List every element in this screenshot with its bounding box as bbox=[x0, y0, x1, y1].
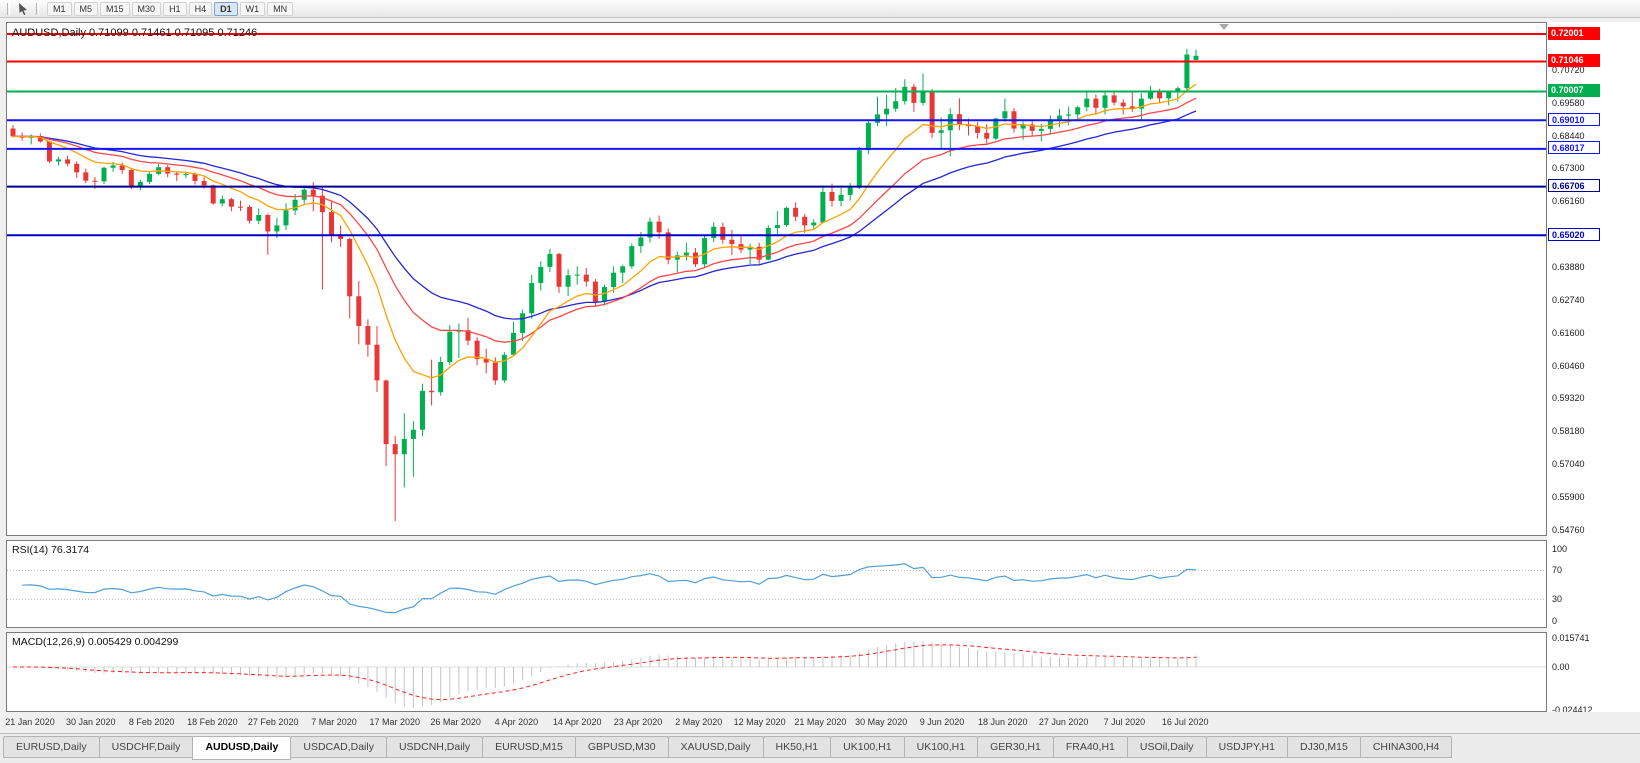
date-axis[interactable]: 21 Jan 2020 30 Jan 2020 8 Feb 2020 18 Feb 2… bbox=[0, 712, 1640, 733]
price-scale-label: 0.57040 bbox=[1552, 459, 1585, 470]
date-axis-label: 12 May 2020 bbox=[733, 717, 786, 727]
price-chart-pane[interactable]: AUDUSD,Daily 0.71099 0.71461 0.71095 0.7… bbox=[6, 22, 1547, 536]
chart-tab-usdchf-daily[interactable]: USDCHF,Daily bbox=[98, 736, 194, 758]
date-axis-label: 30 Jan 2020 bbox=[66, 717, 116, 727]
cursor-tool-icon[interactable] bbox=[14, 2, 32, 16]
price-scale-label: 0.54760 bbox=[1552, 524, 1585, 535]
price-line-badge: 0.66706 bbox=[1548, 179, 1600, 193]
top-toolbar: M1 M5 M15 M30 H1 H4 D1 W1 MN bbox=[0, 0, 1640, 18]
rsi-label: RSI(14) 76.3174 bbox=[12, 544, 90, 556]
date-axis-label: 26 Mar 2020 bbox=[430, 717, 481, 727]
timeframe-button-m5[interactable]: M5 bbox=[73, 1, 99, 16]
timeframe-button-d1[interactable]: D1 bbox=[214, 1, 238, 16]
price-line-badge: 0.71046 bbox=[1548, 54, 1600, 68]
timeframe-button-m15[interactable]: M15 bbox=[100, 1, 130, 16]
timeframe-toolbar: M1 M5 M15 M30 H1 H4 D1 W1 MN bbox=[47, 1, 294, 16]
rsi-scale-label: 0 bbox=[1552, 615, 1558, 626]
price-line-badge: 0.65020 bbox=[1548, 227, 1600, 241]
price-line-badge: 0.70007 bbox=[1548, 83, 1600, 97]
chart-tab-usoil-daily[interactable]: USOil,Daily bbox=[1126, 736, 1207, 758]
chart-tab-fra40-h1[interactable]: FRA40,H1 bbox=[1052, 736, 1128, 758]
timeframe-button-h1[interactable]: H1 bbox=[163, 1, 187, 16]
timeframe-button-mn[interactable]: MN bbox=[267, 1, 294, 16]
timeframe-button-m30[interactable]: M30 bbox=[131, 1, 162, 16]
macd-indicator-pane[interactable]: MACD(12,26,9) 0.005429 0.004299 bbox=[6, 632, 1547, 712]
date-axis-label: 14 Apr 2020 bbox=[552, 717, 602, 727]
date-axis-label: 9 Jun 2020 bbox=[919, 717, 965, 727]
price-scale-label: 0.66160 bbox=[1552, 196, 1585, 207]
chart-tab-dj30-m15[interactable]: DJ30,M15 bbox=[1286, 736, 1361, 758]
price-scale-label: 0.58180 bbox=[1552, 426, 1585, 437]
date-axis-label: 4 Apr 2020 bbox=[494, 717, 539, 727]
chart-tab-uk100-h1[interactable]: UK100,H1 bbox=[830, 736, 905, 758]
toolbar-separator bbox=[36, 2, 39, 15]
date-axis-label: 8 Feb 2020 bbox=[128, 717, 175, 727]
macd-scale-label: 0.015741 bbox=[1552, 633, 1590, 644]
timeframe-button-h4[interactable]: H4 bbox=[188, 1, 213, 16]
chart-tab-audusd-daily[interactable]: AUDUSD,Daily bbox=[192, 736, 292, 760]
chart-tab-usdjpy-h1[interactable]: USDJPY,H1 bbox=[1205, 736, 1288, 758]
chart-tab-eurusd-m15[interactable]: EURUSD,M15 bbox=[482, 736, 576, 758]
macd-scale-label: 0.00 bbox=[1552, 661, 1570, 672]
rsi-scale-label: 30 bbox=[1552, 593, 1563, 604]
price-scale-label: 0.63880 bbox=[1552, 262, 1585, 273]
date-axis-label: 30 May 2020 bbox=[855, 717, 908, 727]
date-axis-label: 16 Jul 2020 bbox=[1161, 717, 1209, 727]
chart-tabs-bar: EURUSD,Daily USDCHF,Daily AUDUSD,Daily USDC… bbox=[0, 733, 1640, 763]
price-scale-label: 0.62740 bbox=[1552, 294, 1585, 305]
price-line-badge: 0.68017 bbox=[1548, 141, 1600, 155]
price-scale-label: 0.59320 bbox=[1552, 393, 1585, 404]
macd-scale-label: -0.024412 bbox=[1552, 705, 1593, 716]
date-axis-label: 7 Jul 2020 bbox=[1103, 717, 1146, 727]
date-axis-label: 23 Apr 2020 bbox=[613, 717, 663, 727]
price-scale-label: 0.61600 bbox=[1552, 327, 1585, 338]
price-scale[interactable]: 0.70720 0.69580 0.68440 0.67300 0.66160 0.650… bbox=[1547, 22, 1640, 716]
toolbar-grip[interactable] bbox=[7, 2, 10, 15]
chart-tab-ger30-h1[interactable]: GER30,H1 bbox=[977, 736, 1054, 758]
timeframe-button-m1[interactable]: M1 bbox=[47, 1, 72, 16]
date-axis-label: 27 Jun 2020 bbox=[1038, 717, 1089, 727]
price-scale-label: 0.55900 bbox=[1552, 492, 1585, 502]
macd-label: MACD(12,26,9) 0.005429 0.004299 bbox=[12, 636, 179, 648]
rsi-chart bbox=[7, 563, 1546, 614]
price-scale-label: 0.70720 bbox=[1552, 64, 1585, 75]
date-axis-label: 18 Jun 2020 bbox=[978, 717, 1028, 727]
price-scale-label: 0.67300 bbox=[1552, 163, 1585, 174]
chart-tab-china300-h4[interactable]: CHINA300,H4 bbox=[1359, 736, 1453, 758]
price-scale-label: 0.69580 bbox=[1552, 97, 1585, 108]
rsi-scale-label: 70 bbox=[1552, 565, 1563, 576]
rsi-indicator-pane[interactable]: RSI(14) 76.3174 bbox=[6, 540, 1547, 628]
chart-tab-usdcad-daily[interactable]: USDCAD,Daily bbox=[290, 736, 387, 758]
candlestick-chart bbox=[7, 24, 1546, 522]
chart-tab-uk100-h1[interactable]: UK100,H1 bbox=[903, 736, 979, 758]
macd-chart bbox=[7, 640, 1546, 708]
chart-tab-xauusd-daily[interactable]: XAUUSD,Daily bbox=[667, 736, 764, 758]
chart-tab-hk50-h1[interactable]: HK50,H1 bbox=[762, 736, 832, 758]
date-axis-label: 2 May 2020 bbox=[675, 717, 723, 727]
date-axis-label: 17 Mar 2020 bbox=[369, 717, 421, 727]
price-scale-label: 0.60460 bbox=[1552, 360, 1585, 371]
date-axis-label: 18 Feb 2020 bbox=[187, 717, 238, 727]
date-axis-label: 7 Mar 2020 bbox=[311, 717, 357, 727]
rsi-scale-label: 100 bbox=[1552, 543, 1568, 554]
date-axis-label: 21 May 2020 bbox=[794, 717, 847, 727]
price-line-badge: 0.69010 bbox=[1548, 112, 1600, 126]
timeframe-button-w1[interactable]: W1 bbox=[239, 1, 266, 16]
chart-tab-gbpusd-m30[interactable]: GBPUSD,M30 bbox=[574, 736, 669, 758]
chart-ohlc-title: AUDUSD,Daily 0.71099 0.71461 0.71095 0.7… bbox=[12, 27, 258, 39]
chart-tab-eurusd-daily[interactable]: EURUSD,Daily bbox=[3, 736, 100, 758]
date-axis-label: 21 Jan 2020 bbox=[5, 717, 55, 727]
chart-tab-usdcnh-daily[interactable]: USDCNH,Daily bbox=[385, 736, 484, 758]
price-scale-label: 0.68440 bbox=[1552, 130, 1585, 141]
price-line-badge: 0.72001 bbox=[1548, 26, 1600, 40]
date-axis-label: 27 Feb 2020 bbox=[247, 717, 299, 727]
